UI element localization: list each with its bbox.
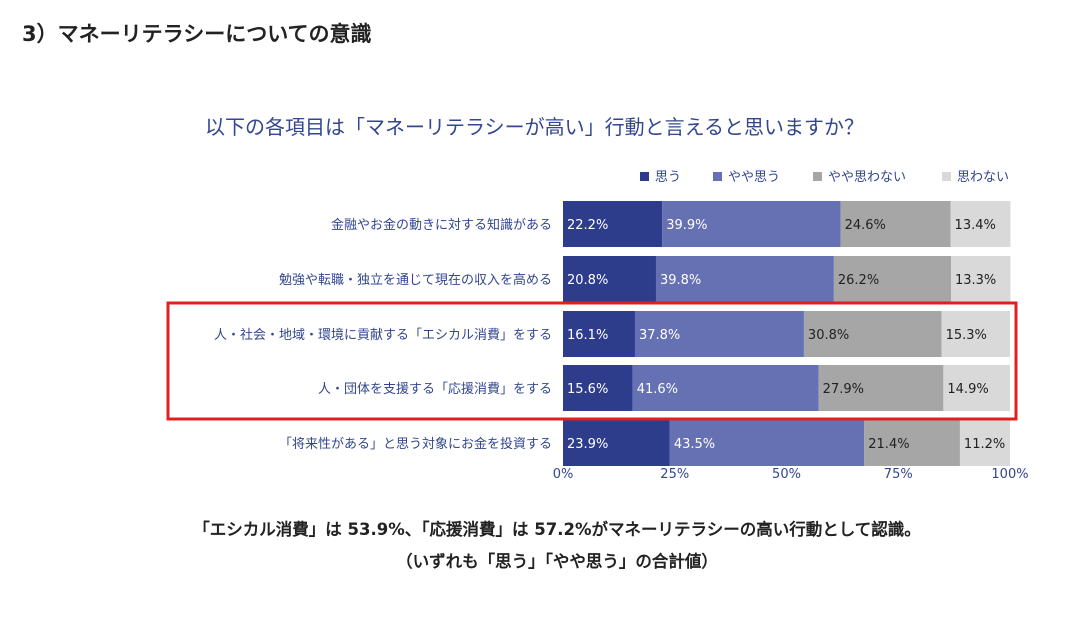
legend-label: やや思う [728, 170, 780, 185]
bar-data-label: 22.2% [567, 218, 608, 233]
bar-segment [634, 311, 804, 357]
legend-label: 思う [655, 170, 681, 185]
bar-segment [941, 311, 1010, 357]
x-tick-label: 0% [553, 467, 574, 482]
bar-segment [864, 420, 960, 466]
bar-data-label: 13.4% [955, 218, 996, 233]
category-labels: 金融やお金の動きに対する知識がある勉強や転職・独立を通じて現在の収入を高める人・… [214, 217, 552, 452]
x-tick-label: 100% [991, 467, 1028, 482]
bar-data-label: 14.9% [947, 382, 988, 397]
legend-swatch [640, 172, 649, 181]
bar-data-label: 39.9% [666, 218, 707, 233]
conclusion-line-2: （いずれも「思う」「やや思う」の合計値） [396, 552, 718, 571]
bar-data-label: 16.1% [567, 328, 608, 343]
bar-data-label: 27.9% [823, 382, 864, 397]
bar-data-label: 39.8% [660, 273, 701, 288]
legend-swatch [713, 172, 722, 181]
category-label: 人・団体を支援する「応援消費」をする [318, 382, 552, 397]
bar-data-label: 43.5% [674, 437, 715, 452]
legend-swatch [813, 172, 822, 181]
highlight-box [166, 301, 1018, 421]
bar-data-label: 15.6% [567, 382, 608, 397]
bar-segment [632, 365, 819, 411]
bar-data-label: 23.9% [567, 437, 608, 452]
category-label: 人・社会・地域・環境に貢献する「エシカル消費」をする [214, 327, 552, 343]
bar-data-label: 20.8% [567, 273, 608, 288]
bar-data-label: 13.3% [955, 273, 996, 288]
bar-segment [669, 420, 865, 466]
x-axis-ticks: 0% 25% 50% 75% 100% [553, 467, 1029, 482]
bar-data-label: 24.6% [845, 218, 886, 233]
category-label: 金融やお金の動きに対する知識がある [331, 217, 552, 233]
bar-data-label: 11.2% [964, 437, 1005, 452]
bar-segment [563, 365, 633, 411]
legend: 思う やや思う やや思わない 思わない [640, 170, 1009, 185]
bar-data-label: 15.3% [946, 328, 987, 343]
bar-data-label: 26.2% [838, 273, 879, 288]
bar-data-label: 41.6% [637, 382, 678, 397]
legend-label: 思わない [957, 170, 1009, 185]
bar-segment [950, 201, 1011, 247]
conclusion-line-1: 「エシカル消費」は 53.9%、「応援消費」は 57.2%がマネーリテラシーの高… [193, 520, 921, 539]
bar-segment [840, 201, 951, 247]
bar-segment [662, 201, 841, 247]
legend-swatch [942, 172, 951, 181]
stacked-bar-chart: 以下の各項目は「マネーリテラシーが高い」行動と言えると思いますか？ 思う やや思う… [166, 115, 1029, 482]
bar-segment [563, 311, 635, 357]
bar-segment [818, 365, 944, 411]
bars-group: 22.2% 39.9% 24.6% 13.4% 20.8% 39.8% 26.2% 13.3%… [563, 201, 1011, 466]
bar-data-label: 21.4% [868, 437, 909, 452]
chart-title: 以下の各項目は「マネーリテラシーが高い」行動と言えると思いますか？ [205, 115, 864, 139]
category-label: 勉強や転職・独立を通じて現在の収入を高める [279, 272, 552, 288]
bar-segment [563, 256, 656, 302]
x-tick-label: 50% [772, 467, 801, 482]
bar-segment [833, 256, 951, 302]
bar-segment [655, 256, 834, 302]
page-heading: 3）マネーリテラシーについての意識 [22, 22, 372, 46]
bar-segment [563, 201, 663, 247]
bar-segment [950, 256, 1011, 302]
bar-segment [959, 420, 1010, 466]
bar-segment [943, 365, 1010, 411]
x-tick-label: 25% [660, 467, 689, 482]
category-label: 「将来性がある」と思う対象にお金を投資する [279, 436, 552, 452]
bar-segment [563, 420, 670, 466]
legend-label: やや思わない [828, 170, 906, 185]
bar-data-label: 30.8% [808, 328, 849, 343]
x-tick-label: 75% [884, 467, 913, 482]
bar-segment [803, 311, 942, 357]
bar-data-label: 37.8% [639, 328, 680, 343]
